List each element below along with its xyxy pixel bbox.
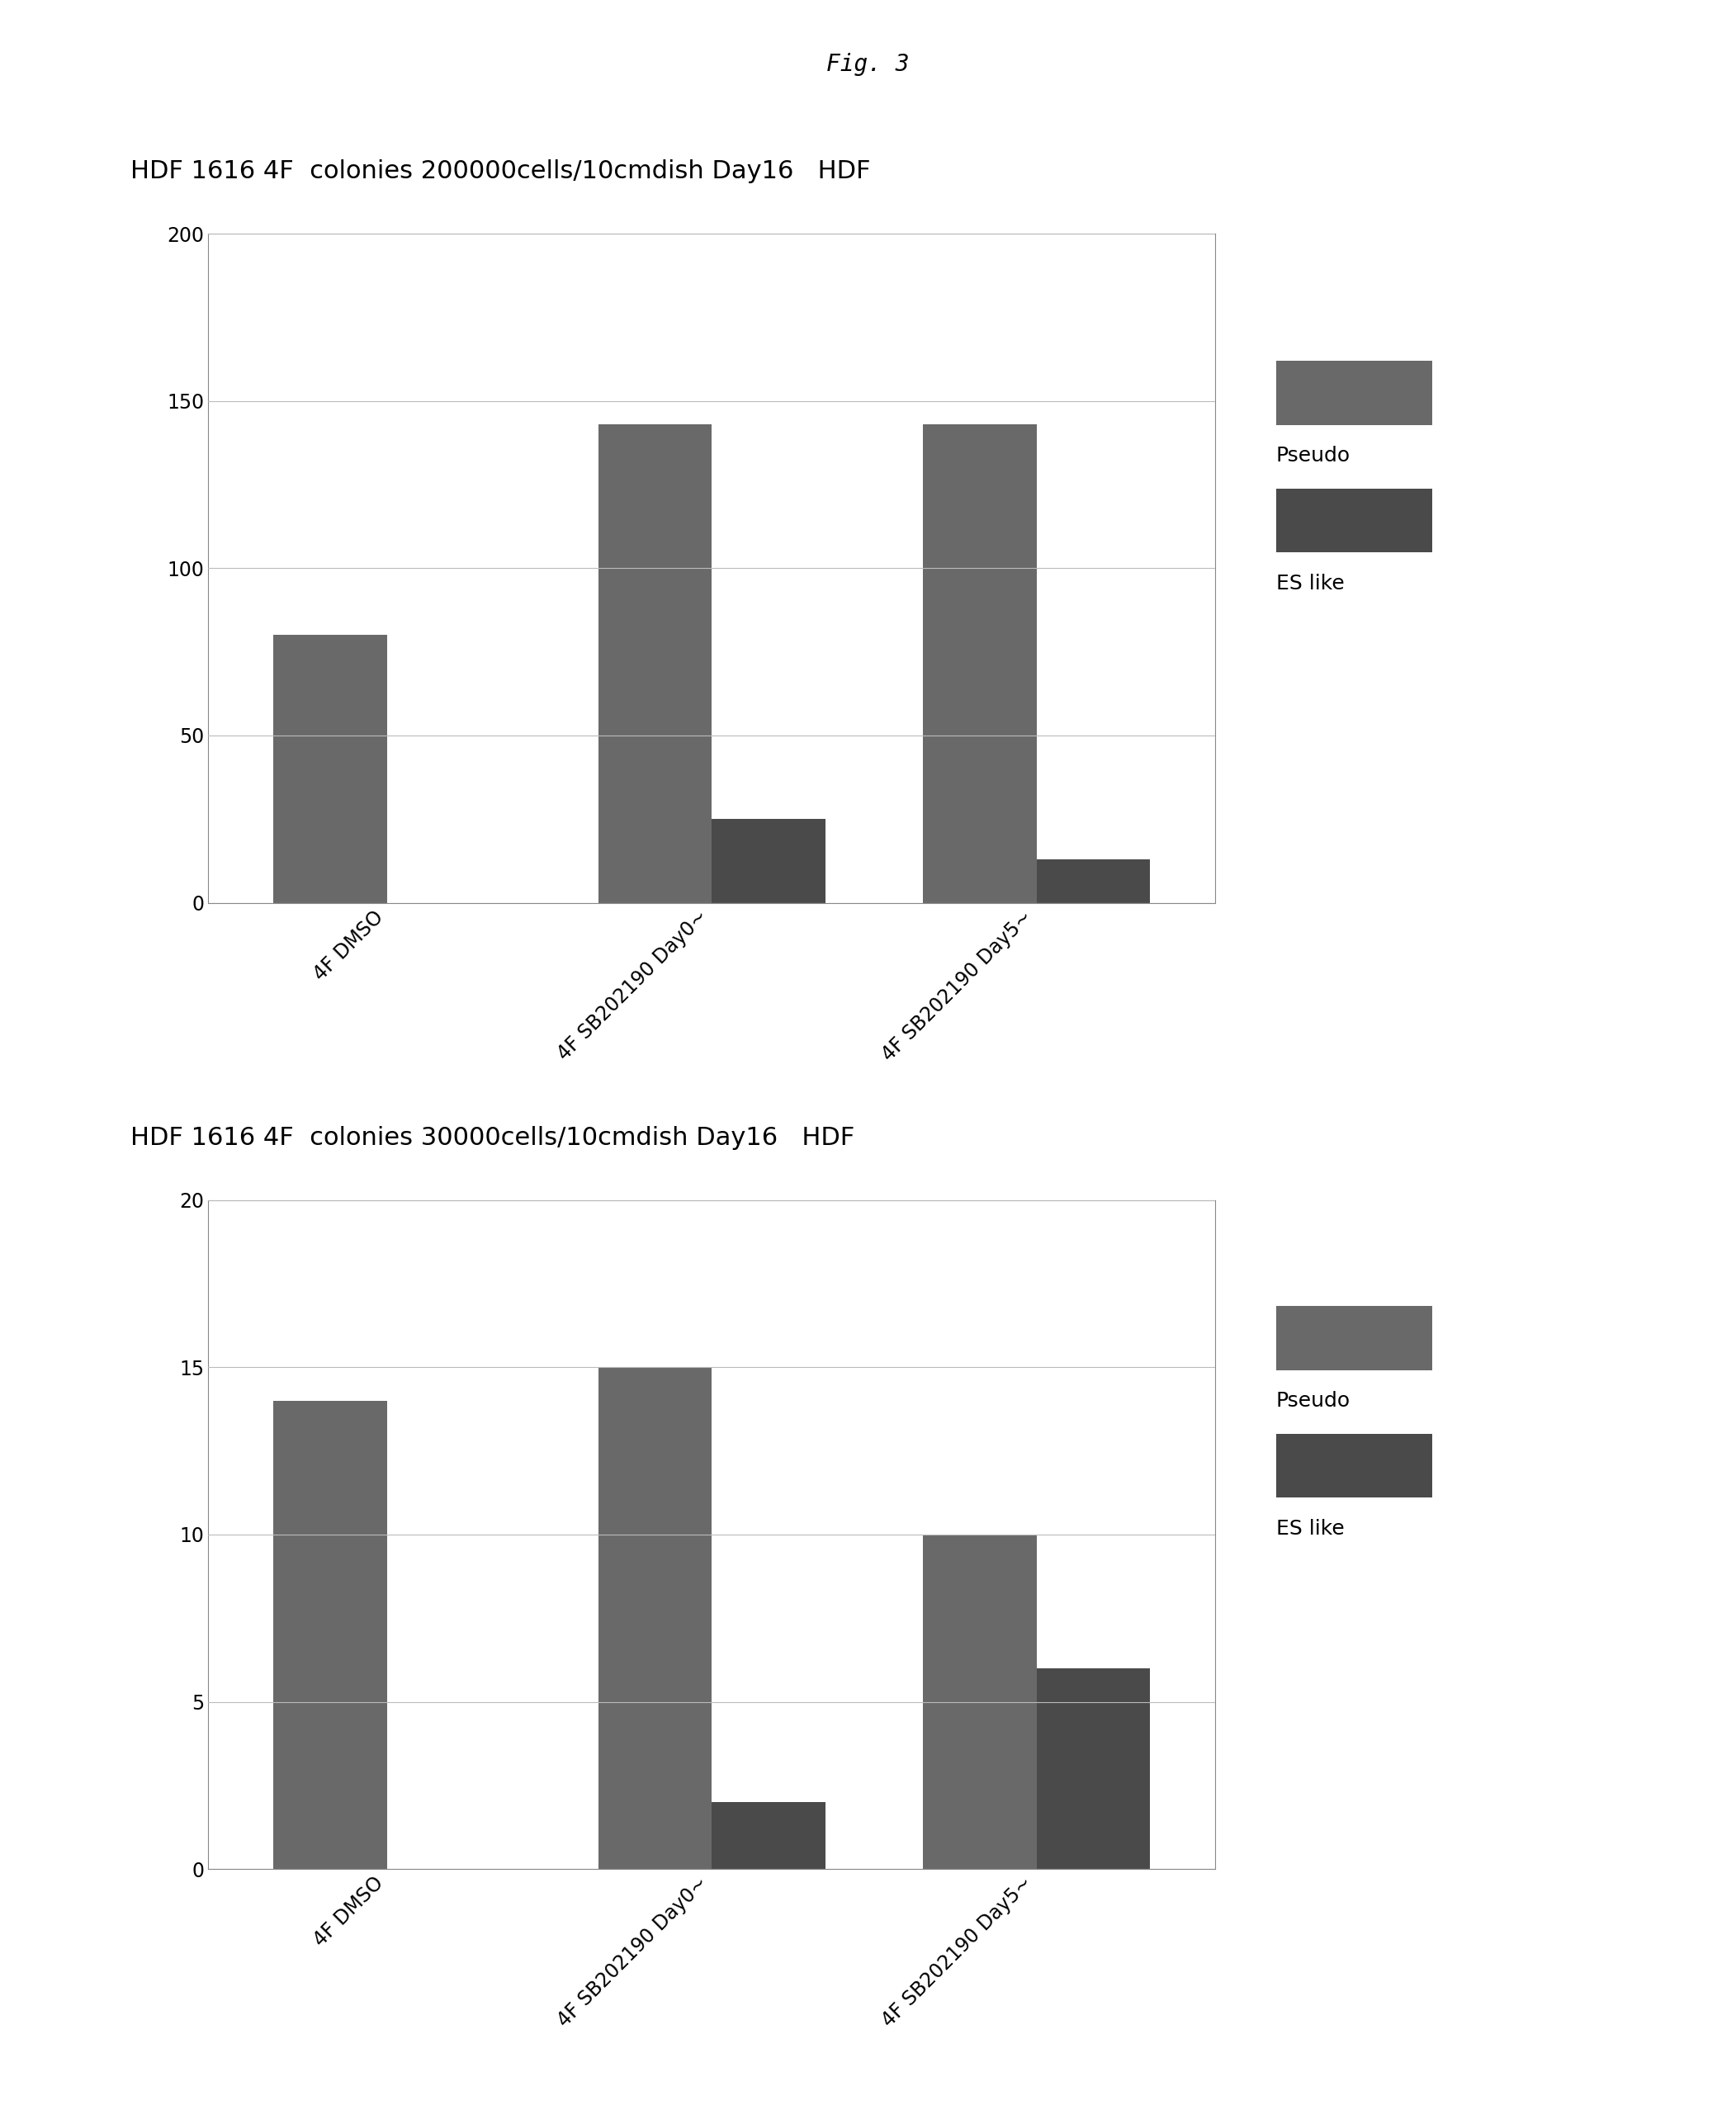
- Bar: [273, 1402, 387, 1869]
- Text: HDF 1616 4F  colonies 200000cells/10cmdish Day16   HDF: HDF 1616 4F colonies 200000cells/10cmdis…: [130, 159, 870, 183]
- Text: ES like: ES like: [1276, 573, 1344, 593]
- Bar: [1036, 860, 1151, 903]
- Bar: [599, 1368, 712, 1869]
- Bar: [599, 425, 712, 903]
- Text: Pseudo: Pseudo: [1276, 1391, 1351, 1410]
- Text: HDF 1616 4F  colonies 30000cells/10cmdish Day16   HDF: HDF 1616 4F colonies 30000cells/10cmdish…: [130, 1126, 854, 1149]
- Text: ES like: ES like: [1276, 1519, 1344, 1538]
- Text: Pseudo: Pseudo: [1276, 446, 1351, 465]
- Bar: [712, 1801, 825, 1869]
- Bar: [924, 425, 1036, 903]
- Bar: [1036, 1669, 1151, 1869]
- Bar: [924, 1534, 1036, 1869]
- Bar: [712, 820, 825, 903]
- Text: Fig. 3: Fig. 3: [826, 53, 910, 76]
- Bar: [273, 635, 387, 903]
